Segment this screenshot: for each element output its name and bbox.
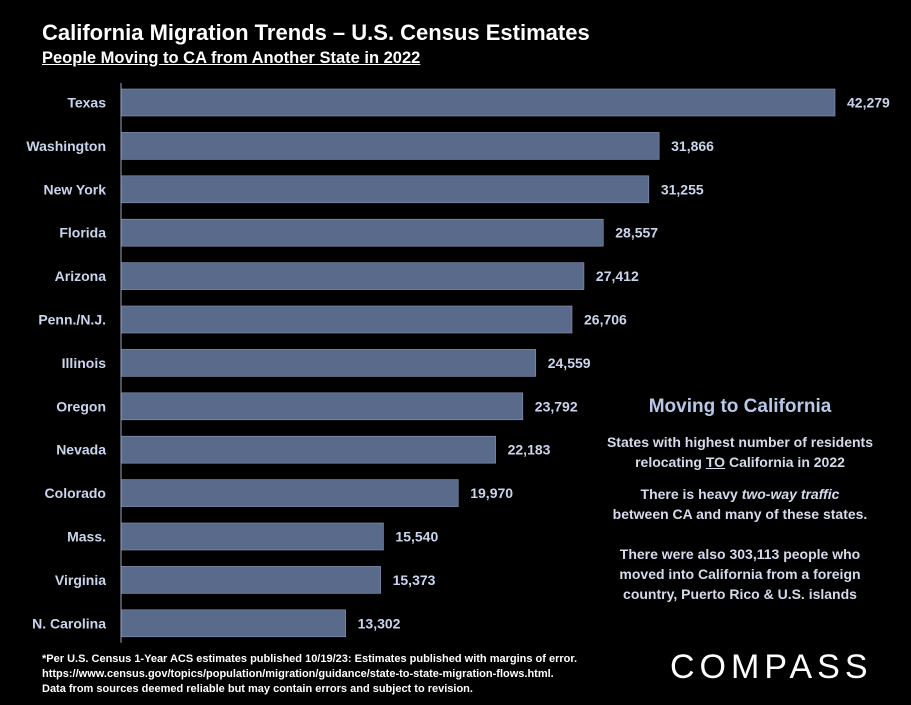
category-label: Illinois bbox=[62, 355, 107, 371]
chart-subtitle: People Moving to CA from Another State i… bbox=[42, 49, 421, 67]
category-label: Mass. bbox=[67, 529, 106, 545]
category-label: Virginia bbox=[55, 572, 106, 588]
sidebar-text: moved into California from a foreign bbox=[619, 566, 861, 582]
bar-washington bbox=[120, 132, 660, 160]
compass-logo: COMPASS bbox=[670, 648, 873, 686]
value-label: 27,412 bbox=[596, 268, 639, 284]
category-label: Nevada bbox=[56, 442, 106, 458]
category-label: Oregon bbox=[56, 398, 106, 414]
value-label: 26,706 bbox=[584, 312, 627, 328]
sidebar-paragraph-1: States with highest number of residents … bbox=[590, 432, 890, 472]
value-label: 28,557 bbox=[615, 225, 658, 241]
bar-colorado bbox=[120, 479, 459, 507]
sidebar-paragraph-3: There were also 303,113 people who moved… bbox=[590, 544, 890, 604]
value-label: 19,970 bbox=[470, 485, 513, 501]
bar-texas bbox=[120, 88, 836, 117]
bar-arizona bbox=[120, 262, 585, 290]
bar-new-york bbox=[120, 175, 650, 204]
category-label: Colorado bbox=[45, 485, 106, 501]
sidebar-paragraph-2: There is heavy two-way traffic between C… bbox=[590, 484, 890, 524]
category-label: Penn./N.J. bbox=[38, 312, 106, 328]
bar-n-carolina bbox=[120, 609, 346, 638]
sidebar-text: There is heavy bbox=[640, 486, 742, 502]
sidebar-note: Moving to California States with highest… bbox=[590, 396, 890, 616]
sidebar-text: country, Puerto Rico & U.S. islands bbox=[623, 586, 857, 602]
category-label: Washington bbox=[26, 138, 106, 154]
sidebar-heading: Moving to California bbox=[648, 396, 832, 417]
bar-oregon bbox=[120, 392, 524, 421]
value-label: 15,540 bbox=[395, 529, 438, 545]
sidebar-text: There were also 303,113 people who bbox=[619, 546, 861, 562]
bar-chart: Texas 42,279 Washington 31,866 New York 31,25… bbox=[26, 83, 890, 643]
value-label: 42,279 bbox=[847, 95, 890, 111]
bar-florida bbox=[120, 218, 604, 247]
footnote-line: Data from sources deemed reliable but ma… bbox=[42, 683, 473, 695]
footnote: *Per U.S. Census 1-Year ACS estimates pu… bbox=[42, 652, 577, 697]
value-label: 13,302 bbox=[358, 615, 401, 631]
value-label: 15,373 bbox=[393, 572, 436, 588]
value-label: 31,866 bbox=[671, 138, 714, 154]
bar-mass bbox=[120, 522, 384, 551]
chart-title: California Migration Trends – U.S. Censu… bbox=[42, 20, 590, 45]
bar-illinois bbox=[120, 349, 537, 377]
footnote-line: *Per U.S. Census 1-Year ACS estimates pu… bbox=[42, 653, 578, 665]
sidebar-text: relocating bbox=[635, 454, 706, 470]
category-label: N. Carolina bbox=[32, 615, 106, 631]
bar-virginia bbox=[120, 566, 381, 594]
value-label: 22,183 bbox=[508, 442, 551, 458]
value-label: 24,559 bbox=[548, 355, 591, 371]
sidebar-text: between CA and many of these states. bbox=[612, 506, 868, 522]
category-label: Arizona bbox=[55, 268, 107, 284]
sidebar-text: States with highest number of residents bbox=[606, 434, 874, 450]
bar-nevada bbox=[120, 435, 496, 464]
value-label: 31,255 bbox=[661, 181, 704, 197]
category-label: New York bbox=[43, 181, 106, 197]
category-label: Florida bbox=[59, 225, 106, 241]
sidebar-text: California in 2022 bbox=[725, 454, 845, 470]
category-label: Texas bbox=[67, 95, 106, 111]
footnote-line: https://www.census.gov/topics/population… bbox=[42, 668, 554, 680]
sidebar-text-emphasis: TO bbox=[705, 454, 726, 470]
bar-penn-n-j bbox=[120, 305, 573, 334]
sidebar-text-emphasis: two-way traffic bbox=[741, 486, 840, 502]
value-label: 23,792 bbox=[535, 398, 578, 414]
